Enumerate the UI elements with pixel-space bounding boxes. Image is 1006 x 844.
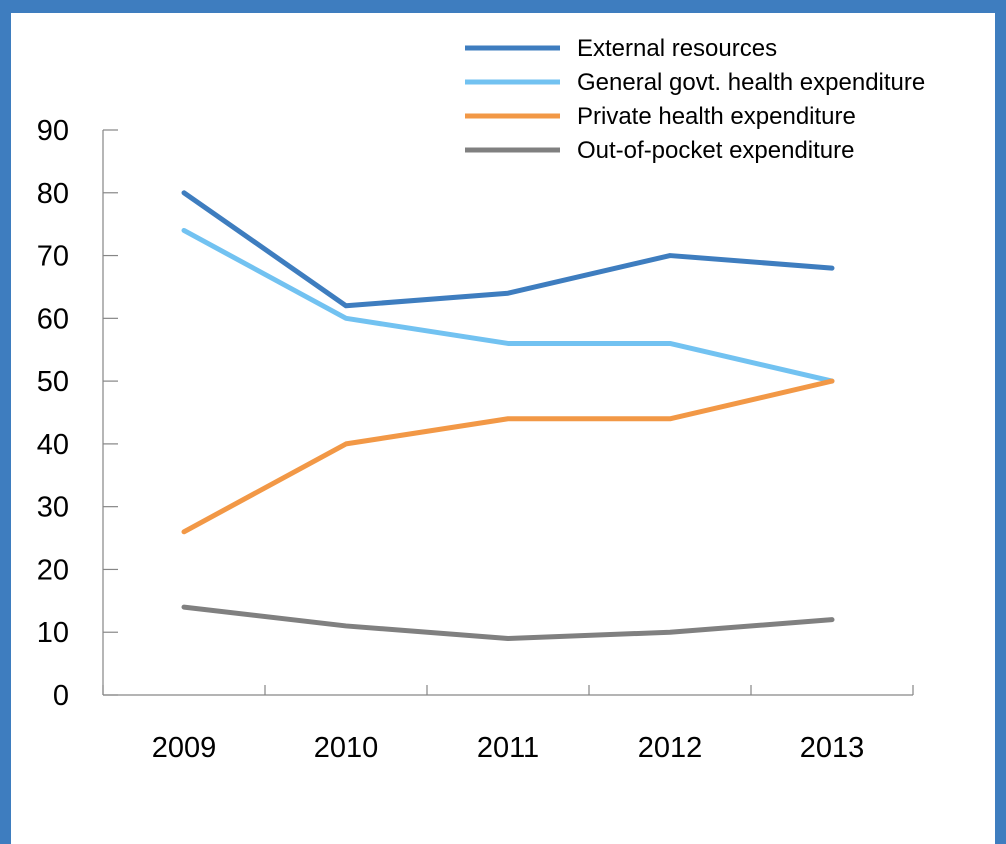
- series-lines: [181, 190, 835, 641]
- x-tick-label: 2011: [477, 732, 539, 764]
- y-tick-label: 60: [37, 303, 69, 335]
- legend-label: External resources: [577, 35, 777, 62]
- y-tick-label: 50: [37, 366, 69, 398]
- legend: External resources General govt. health e…: [465, 35, 925, 164]
- y-axis-ticks: 0 10 20 30 40 50 60 70 80 90: [37, 115, 118, 712]
- y-tick-label: 40: [37, 429, 69, 461]
- y-tick-label: 20: [37, 554, 69, 586]
- y-tick-label: 70: [37, 241, 69, 273]
- x-tick-label: 2010: [314, 732, 379, 764]
- y-tick-label: 30: [37, 492, 69, 524]
- legend-label: General govt. health expenditure: [577, 69, 925, 96]
- x-tick-label: 2009: [152, 732, 217, 764]
- series-line-0: [181, 190, 835, 309]
- x-axis-ticks: 2009 2010 2011 2012 2013: [102, 685, 914, 764]
- series-line-1: [181, 227, 835, 384]
- legend-label: Private health expenditure: [577, 103, 856, 130]
- chart-axes: [102, 130, 913, 696]
- legend-item: External resources: [465, 35, 777, 62]
- x-tick-label: 2012: [638, 732, 703, 764]
- x-tick-label: 2013: [800, 732, 865, 764]
- series-line-2: [181, 378, 835, 535]
- legend-item: Private health expenditure: [465, 103, 856, 130]
- y-tick-label: 0: [53, 680, 69, 712]
- legend-item: Out-of-pocket expenditure: [465, 137, 855, 164]
- series-line-3: [181, 604, 835, 641]
- y-tick-label: 10: [37, 617, 69, 649]
- legend-item: General govt. health expenditure: [465, 69, 925, 96]
- y-tick-label: 80: [37, 178, 69, 210]
- y-tick-label: 90: [37, 115, 69, 147]
- legend-label: Out-of-pocket expenditure: [577, 137, 855, 164]
